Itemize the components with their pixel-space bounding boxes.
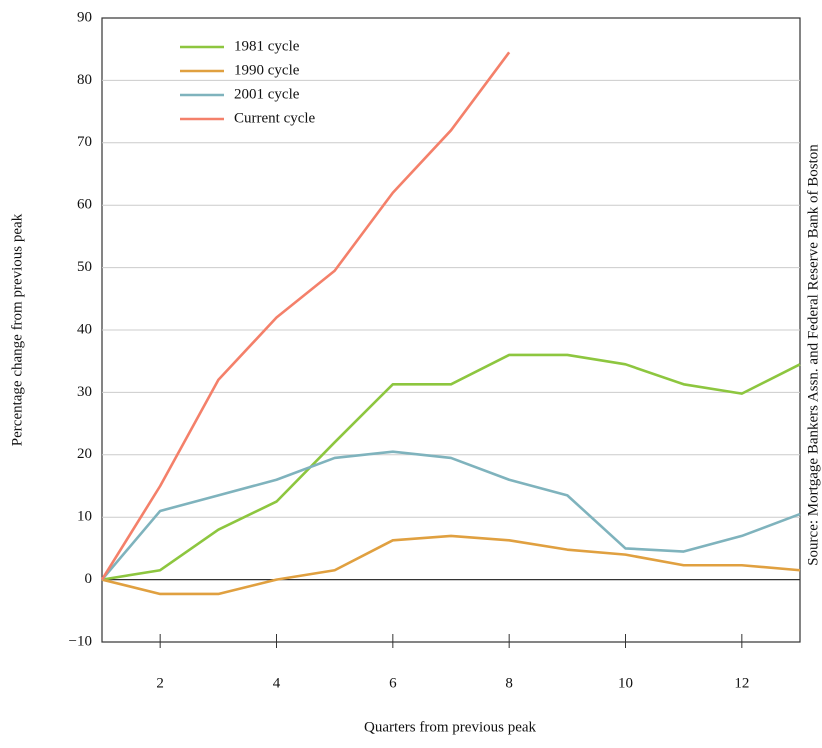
y-tick-label: 50 xyxy=(77,259,92,275)
y-tick-label: 80 xyxy=(77,72,92,88)
y-tick-label: 40 xyxy=(77,321,92,337)
y-tick-label: −10 xyxy=(69,633,92,649)
series-line xyxy=(101,450,801,581)
y-tick-label: 60 xyxy=(77,197,92,213)
legend-label: Current cycle xyxy=(234,110,316,126)
series-line xyxy=(101,534,801,596)
x-tick-label: 4 xyxy=(273,675,281,691)
y-tick-label: 20 xyxy=(77,446,92,462)
y-tick-label: 70 xyxy=(77,134,92,150)
x-tick-label: 10 xyxy=(618,675,633,691)
source-note: Source: Mortgage Bankers Assn. and Feder… xyxy=(805,144,821,566)
x-tick-label: 12 xyxy=(734,675,749,691)
series-line xyxy=(101,353,801,581)
y-axis-label: Percentage change from previous peak xyxy=(9,213,25,446)
legend-label: 1981 cycle xyxy=(234,38,300,54)
y-tick-label: 30 xyxy=(77,384,92,400)
y-tick-label: 10 xyxy=(77,509,92,525)
x-tick-label: 2 xyxy=(156,675,164,691)
legend-label: 1990 cycle xyxy=(234,62,300,78)
y-tick-label: 0 xyxy=(85,571,93,587)
series-line xyxy=(100,51,511,581)
x-tick-label: 6 xyxy=(389,675,397,691)
x-tick-label: 8 xyxy=(505,675,513,691)
x-axis-label: Quarters from previous peak xyxy=(364,719,537,735)
legend-label: 2001 cycle xyxy=(234,86,300,102)
y-tick-label: 90 xyxy=(77,9,92,25)
